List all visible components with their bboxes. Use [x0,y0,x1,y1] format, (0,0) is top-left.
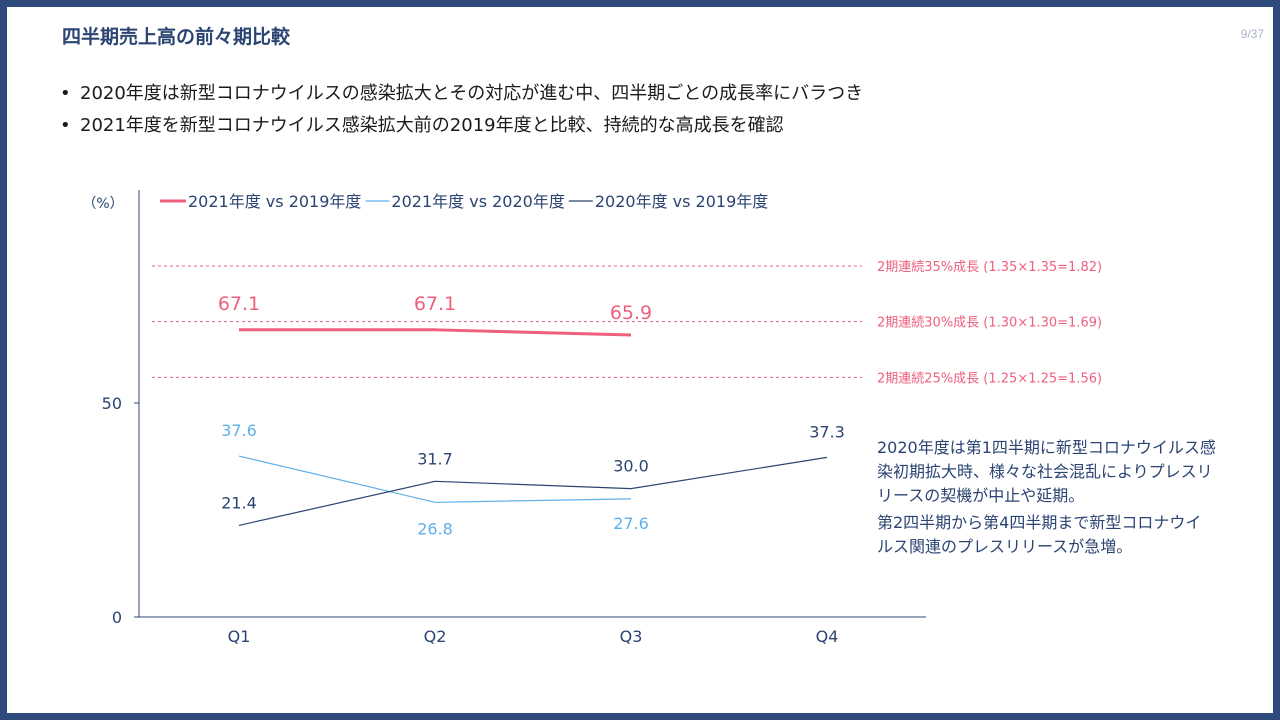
series-2021-vs-2019-data-label: 65.9 [610,302,652,324]
series-2020-vs-2019-data-label: 31.7 [417,449,453,468]
y-tick-label: 0 [112,608,122,627]
series-2021-vs-2019-data-label: 67.1 [414,293,456,315]
chart-note-1: 2020年度は第1四半期に新型コロナウイルス感染初期拡大時、様々な社会混乱により… [877,438,1216,505]
bullet-item: 2021年度を新型コロナウイルス感染拡大前の2019年度と比較、持続的な高成長を… [58,110,863,142]
series-2020-vs-2019-line [238,456,828,526]
series-2020-vs-2019-data-label: 37.3 [809,422,845,441]
page-number: 9/37 [1240,27,1264,41]
reference-line-label: 2期連続35%成長 (1.35×1.35=1.82) [877,260,1102,275]
series-2021-vs-2019-line [239,328,632,337]
series-2020-vs-2019-data-label: 21.4 [221,493,257,512]
series-2021-vs-2020-data-label: 26.8 [417,519,453,538]
legend-label: 2020年度 vs 2019年度 [595,192,768,211]
chart-note-2: 第2四半期から第4四半期まで新型コロナウイルス関連のプレスリリースが急増。 [877,513,1202,556]
page-title: 四半期売上高の前々期比較 [62,26,291,48]
x-tick-label: Q4 [816,627,839,646]
series-2021-vs-2019-data-label: 67.1 [218,293,260,315]
reference-line-label: 2期連続30%成長 (1.30×1.30=1.69) [877,316,1102,331]
bullet-item: 2020年度は新型コロナウイルスの感染拡大とその対応が進む中、四半期ごとの成長率… [58,78,863,110]
x-tick-label: Q2 [424,627,447,646]
y-axis-label: （%） [82,196,123,212]
reference-line-label: 2期連続25%成長 (1.25×1.25=1.56) [877,371,1102,386]
bullet-list: 2020年度は新型コロナウイルスの感染拡大とその対応が進む中、四半期ごとの成長率… [58,78,863,142]
legend-label: 2021年度 vs 2019年度 [188,192,361,211]
series-2020-vs-2019-data-label: 30.0 [613,457,649,476]
series-2021-vs-2020-line [238,455,632,503]
x-tick-label: Q1 [228,627,251,646]
legend-label: 2021年度 vs 2020年度 [391,192,564,211]
x-tick-label: Q3 [620,627,643,646]
series-2021-vs-2020-data-label: 37.6 [221,421,257,440]
y-tick-label: 50 [102,394,122,413]
series-2021-vs-2020-data-label: 27.6 [613,514,649,533]
